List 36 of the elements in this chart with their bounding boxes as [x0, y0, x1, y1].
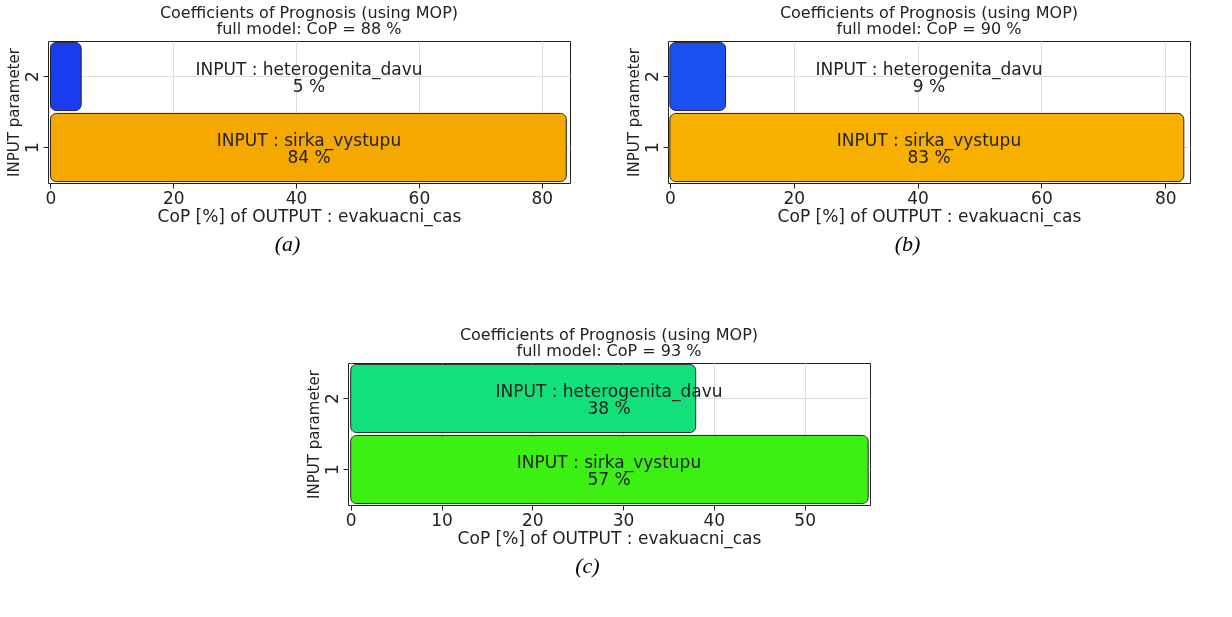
y-axis-title: INPUT parameter: [624, 47, 643, 177]
x-tick-label: 20: [783, 187, 806, 208]
x-tick-label: 60: [1031, 187, 1053, 208]
y-tick-label: 1: [321, 464, 342, 475]
y-tick-label: 1: [641, 142, 662, 153]
x-axis-title: CoP [%] of OUTPUT : evakuacni_cas: [777, 205, 1082, 227]
x-axis-title: CoP [%] of OUTPUT : evakuacni_cas: [457, 527, 762, 549]
x-tick-label: 20: [162, 187, 185, 208]
y-tick-label: 2: [641, 71, 662, 82]
chart-title: Coefficients of Prognosis (using MOP): [159, 3, 459, 22]
chart-title: Coefficients of Prognosis (using MOP): [459, 325, 759, 344]
y-axis-title: INPUT parameter: [304, 369, 323, 499]
x-tick-label: 80: [1154, 187, 1177, 208]
x-tick-label: 60: [408, 187, 431, 208]
text: (b): [893, 231, 922, 257]
x-tick-label: 40: [285, 187, 308, 208]
x-tick-label: 0: [664, 187, 676, 208]
annotation: INPUT : heterogenita_davu: [195, 58, 423, 80]
x-tick-label: 0: [45, 187, 57, 208]
x-tick-label: 40: [703, 509, 726, 530]
x-tick-label: 30: [612, 509, 635, 530]
annotation: INPUT : heterogenita_davu: [815, 58, 1043, 80]
x-tick-label: 0: [345, 509, 357, 530]
text: (c): [574, 553, 601, 579]
text: (a): [273, 231, 302, 257]
y-tick-label: 2: [21, 71, 42, 82]
x-tick-label: 80: [531, 187, 554, 208]
y-axis-title: INPUT parameter: [4, 47, 23, 177]
y-tick-label: 1: [21, 142, 42, 153]
y-tick-label: 2: [321, 393, 342, 404]
x-tick-label: 50: [794, 509, 816, 530]
x-tick-label: 10: [431, 509, 453, 530]
x-tick-label: 40: [907, 187, 929, 208]
x-tick-label: 20: [521, 509, 544, 530]
x-axis-title: CoP [%] of OUTPUT : evakuacni_cas: [157, 205, 462, 227]
chart-title: Coefficients of Prognosis (using MOP): [779, 3, 1079, 22]
